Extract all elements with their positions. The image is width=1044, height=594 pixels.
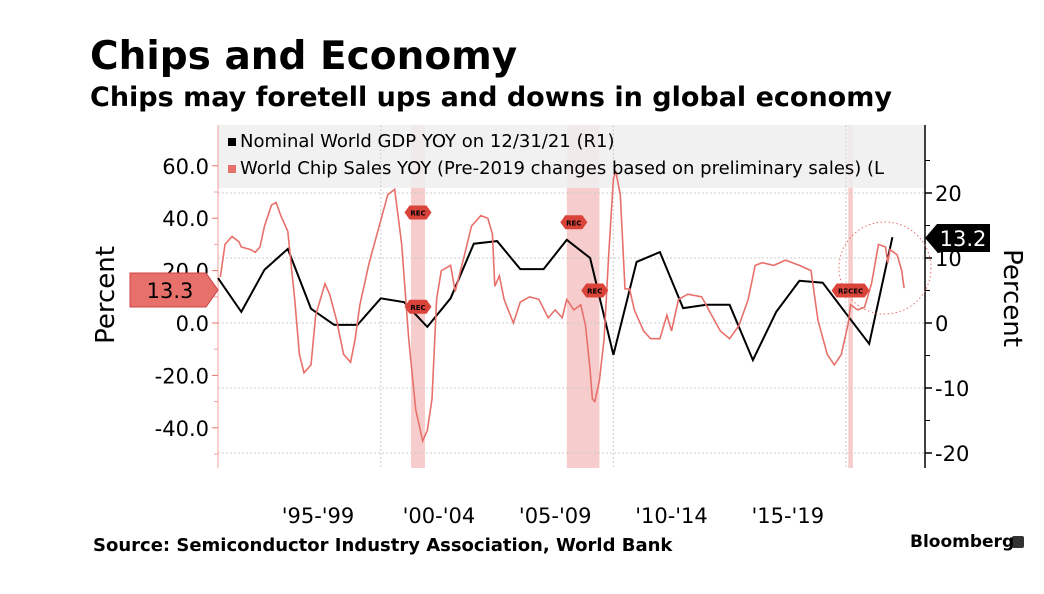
- recession-marker: [831, 283, 870, 298]
- highlight-circle: [838, 221, 932, 315]
- legend-label: Nominal World GDP YOY on 12/31/21 (R1): [240, 131, 614, 152]
- left-axis-tick-label: -40.0: [155, 417, 209, 441]
- x-axis-tick-label: '00-'04: [403, 504, 476, 528]
- right-last-value-tag: [925, 224, 990, 252]
- left-last-value: 13.3: [147, 279, 194, 303]
- chip-sales-line: [219, 170, 905, 444]
- right-axis-tick-label: -20: [935, 442, 969, 466]
- recession-marker: [581, 283, 609, 298]
- x-axis-tick-label: '15-'19: [751, 504, 824, 528]
- right-axis-label: Percent: [997, 249, 1027, 347]
- chart-title: Chips and Economy: [90, 34, 518, 79]
- source-note: Source: Semiconductor Industry Associati…: [93, 535, 673, 556]
- chart-subtitle: Chips may foretell ups and downs in glob…: [90, 82, 892, 113]
- left-axis-label: Percent: [91, 246, 121, 344]
- bloomberg-logo: Bloomberg: [910, 532, 1015, 552]
- recession-marker: [404, 299, 432, 314]
- right-last-value: 13.2: [940, 227, 987, 251]
- bloomberg-chart-icon: [1012, 536, 1024, 548]
- legend-background: [218, 125, 925, 188]
- recession-marker: [404, 205, 432, 220]
- recession-marker: [560, 215, 588, 230]
- recession-marker-label: REC: [587, 288, 602, 296]
- left-axis-tick-label: -20.0: [155, 364, 209, 388]
- recession-marker-label: REC: [410, 210, 425, 218]
- legend-label: World Chip Sales YOY (Pre-2019 changes b…: [240, 158, 884, 179]
- legend-swatch: [228, 138, 236, 146]
- left-axis-tick-label: 60.0: [162, 155, 209, 179]
- right-axis-tick-label: -10: [935, 377, 969, 401]
- legend-swatch: [228, 165, 236, 173]
- left-last-value-tag: [129, 272, 219, 308]
- recession-marker-label: RECEC: [838, 288, 863, 296]
- x-axis-tick-label: '95-'99: [282, 504, 355, 528]
- recession-marker-label: REC: [566, 219, 581, 227]
- gdp-line: [217, 236, 894, 363]
- right-axis-tick-label: 0: [935, 312, 948, 336]
- right-axis-tick-label: 20: [935, 182, 962, 206]
- x-axis-tick-label: '05-'09: [519, 504, 592, 528]
- left-axis-tick-label: 40.0: [162, 207, 209, 231]
- left-axis-tick-label: 0.0: [176, 312, 209, 336]
- recession-marker-label: REC: [410, 304, 425, 312]
- x-axis-tick-label: '10-'14: [635, 504, 708, 528]
